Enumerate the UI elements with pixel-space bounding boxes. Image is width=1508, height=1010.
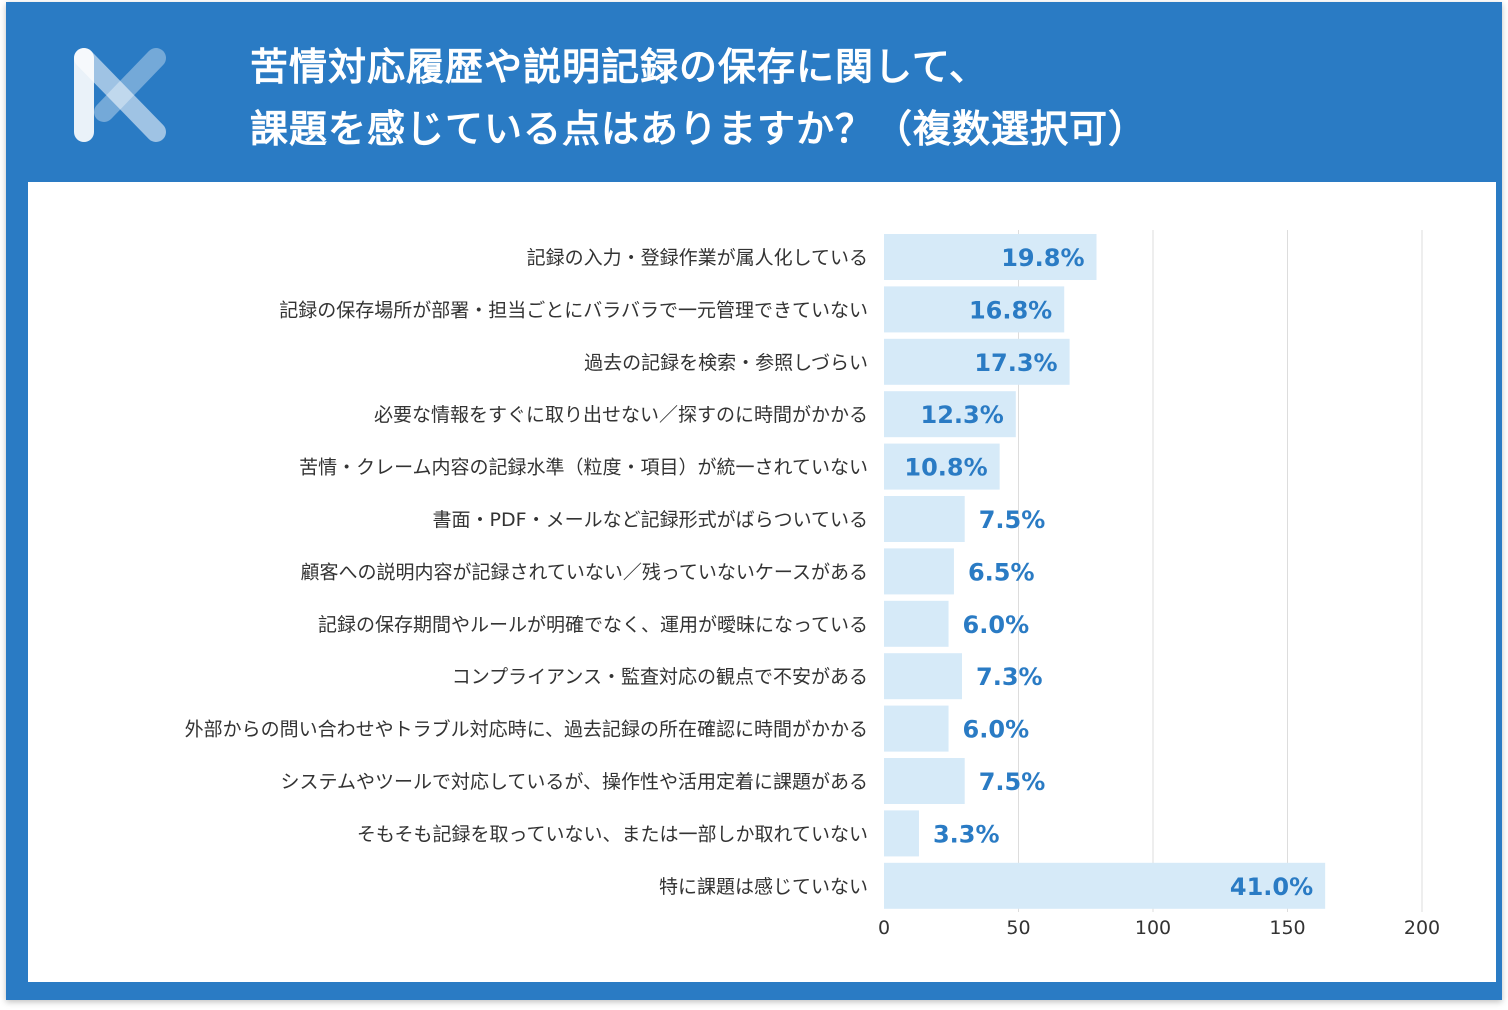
category-label: 書面・PDF・メールなど記録形式がばらついている (433, 509, 868, 531)
bar (884, 234, 1097, 280)
bar (884, 653, 963, 700)
x-tick-label: 100 (1135, 917, 1171, 939)
bar (884, 705, 949, 752)
value-label: 17.3% (974, 349, 1057, 377)
value-label: 10.8% (904, 454, 987, 482)
bar (884, 810, 919, 857)
value-label: 3.3% (933, 820, 1000, 848)
bar (884, 443, 1000, 490)
category-label: コンプライアンス・監査対応の観点で不安がある (452, 666, 868, 688)
x-tick-label: 50 (1006, 917, 1030, 939)
value-label: 12.3% (921, 401, 1004, 429)
bar (884, 862, 1326, 909)
bar-chart: 記録の入力・登録作業が属人化している記録の保存場所が部署・担当ごとにバラバラで一… (185, 230, 1440, 939)
value-label: 19.8% (1001, 244, 1084, 272)
bar (884, 391, 1016, 438)
bar (884, 548, 954, 595)
chart-title: 苦情対応履歴や説明記録の保存に関して、 課題を感じている点はありますか？（複数選… (250, 36, 1480, 160)
bar (884, 758, 965, 804)
value-label: 7.3% (976, 663, 1043, 691)
value-label: 6.0% (963, 611, 1030, 639)
brand-logo-icon (74, 48, 166, 142)
category-label: 記録の保存場所が部署・担当ごとにバラバラで一元管理できていない (279, 299, 868, 321)
category-label: 記録の保存期間やルールが明確でなく、運用が曖昧になっている (318, 614, 868, 636)
chart-card: 苦情対応履歴や説明記録の保存に関して、 課題を感じている点はありますか？（複数選… (6, 2, 1502, 1000)
value-label: 7.5% (979, 768, 1046, 796)
category-label: 外部からの問い合わせやトラブル対応時に、過去記録の所在確認に時間がかかる (185, 718, 868, 741)
category-label: 過去の記録を検索・参照しづらい (584, 352, 868, 374)
category-label: 記録の入力・登録作業が属人化している (527, 247, 868, 269)
category-label: 特に課題は感じていない (659, 876, 868, 898)
value-label: 7.5% (979, 506, 1046, 534)
x-tick-label: 150 (1269, 917, 1305, 939)
bar (884, 286, 1065, 333)
value-label: 6.5% (968, 558, 1035, 586)
value-label: 41.0% (1230, 873, 1313, 901)
category-label: 必要な情報をすぐに取り出せない／探すのに時間がかかる (374, 404, 868, 426)
value-label: 6.0% (963, 716, 1030, 744)
bar (884, 600, 949, 647)
value-label: 16.8% (969, 296, 1052, 324)
bar (884, 496, 965, 542)
category-label: システムやツールで対応しているが、操作性や活用定着に課題がある (281, 771, 868, 793)
category-label: そもそも記録を取っていない、または一部しか取れていない (357, 823, 868, 845)
category-label: 苦情・クレーム内容の記録水準（粒度・項目）が統一されていない (299, 457, 868, 479)
title-line-2: 課題を感じている点はありますか？（複数選択可） (250, 107, 1148, 151)
x-tick-label: 0 (878, 917, 890, 939)
title-line-1: 苦情対応履歴や説明記録の保存に関して、 (250, 45, 988, 89)
chart-panel: 記録の入力・登録作業が属人化している記録の保存場所が部署・担当ごとにバラバラで一… (28, 182, 1496, 982)
category-label: 顧客への説明内容が記録されていない／残っていないケースがある (300, 561, 868, 583)
bar (884, 338, 1070, 385)
x-tick-label: 200 (1404, 917, 1440, 939)
